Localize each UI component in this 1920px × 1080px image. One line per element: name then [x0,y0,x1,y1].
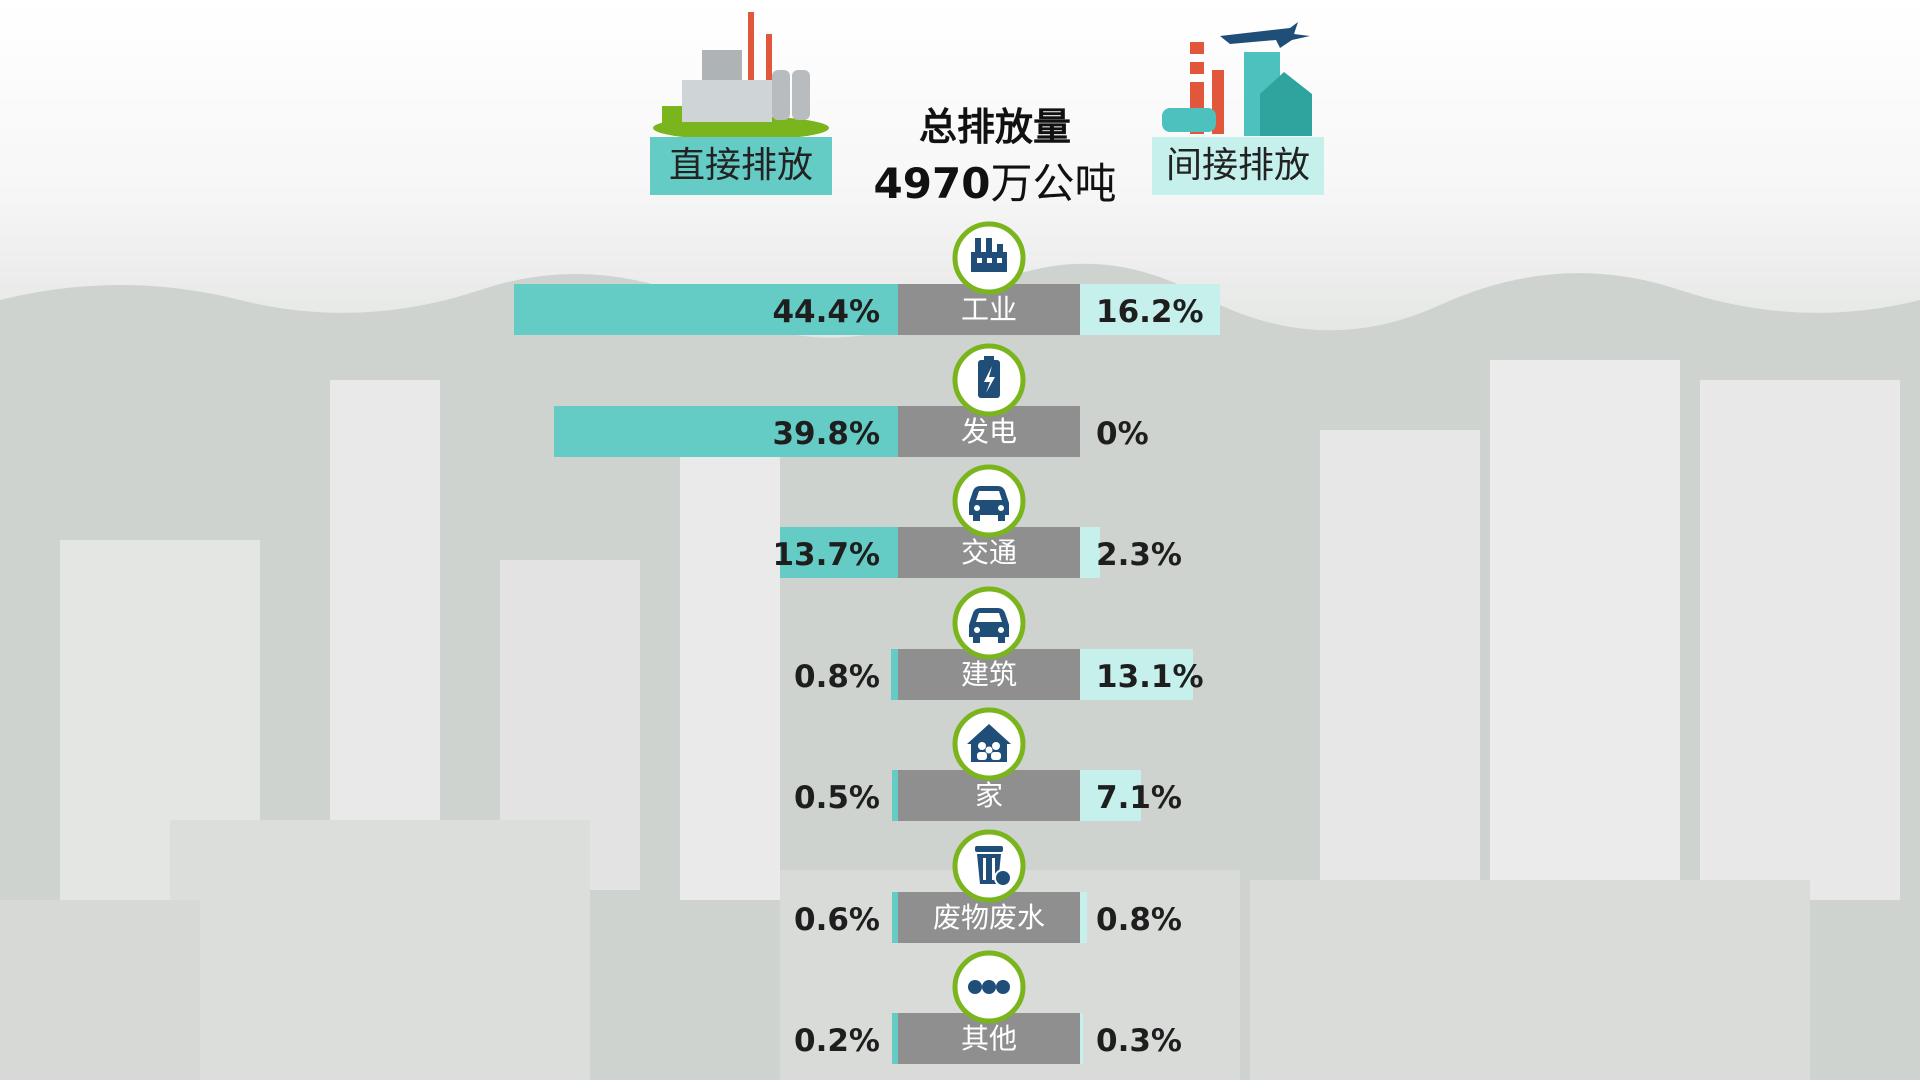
value-direct: 0.2% [794,1023,880,1059]
value-indirect: 16.2% [1096,294,1204,330]
car-icon [952,464,1026,538]
category-label: 家 [898,770,1080,821]
value-indirect: 13.1% [1096,659,1204,695]
value-direct: 39.8% [772,416,880,452]
bar-indirect [1080,284,1221,335]
total-unit: 万公吨 [990,159,1117,208]
value-direct: 0.6% [794,902,880,938]
bar-direct [891,649,898,700]
city-transport-illustration [1162,22,1312,136]
car-icon [952,586,1026,660]
value-indirect: 0% [1096,416,1149,452]
bar-direct [892,1013,898,1064]
bar-indirect [1080,892,1087,943]
value-direct: 13.7% [772,537,880,573]
bar-direct [779,527,898,578]
total-title: 总排放量 [918,105,1071,149]
bar-direct [553,406,898,457]
bar-indirect [1080,649,1194,700]
total-value: 4970万公吨 [850,150,1140,211]
value-indirect: 0.3% [1096,1023,1182,1059]
bar-indirect [1080,1013,1083,1064]
value-direct: 0.8% [794,659,880,695]
value-indirect: 7.1% [1096,780,1182,816]
bar-direct [892,892,898,943]
factory-icon [952,221,1026,295]
value-indirect: 0.8% [1096,902,1182,938]
trash-icon [952,829,1026,903]
factory-illustration [653,12,829,138]
value-direct: 0.5% [794,780,880,816]
bar-direct [514,284,898,335]
bar-direct [892,770,898,821]
more-icon [952,950,1026,1024]
bar-indirect [1080,527,1100,578]
value-direct: 44.4% [772,294,880,330]
total-number: 4970 [873,159,991,208]
household-icon [952,707,1026,781]
legend-direct: 直接排放 [650,137,832,195]
value-indirect: 2.3% [1096,537,1182,573]
legend-indirect: 间接排放 [1152,137,1324,195]
bar-indirect [1080,770,1142,821]
battery-icon [952,343,1026,417]
